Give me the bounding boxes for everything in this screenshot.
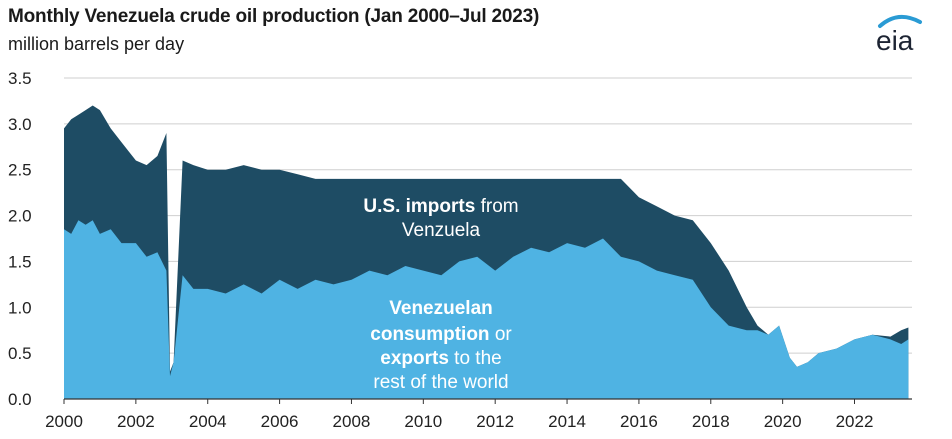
y-tick-1.0: 1.0 bbox=[8, 298, 32, 317]
consumption-label-line4: rest of the world bbox=[373, 372, 508, 393]
consumption-label-line2: consumption or bbox=[370, 324, 512, 345]
y-axis-label: million barrels per day bbox=[8, 34, 185, 54]
y-tick-3.0: 3.0 bbox=[8, 115, 32, 134]
x-tick-2022: 2022 bbox=[836, 412, 874, 431]
consumption-label-line3-bold: exports bbox=[380, 348, 449, 369]
imports-label-line1: U.S. imports from bbox=[363, 196, 518, 217]
x-tick-2012: 2012 bbox=[476, 412, 514, 431]
consumption-label-line3-normal: to the bbox=[449, 348, 502, 369]
consumption-label-line2-bold: consumption bbox=[370, 324, 489, 345]
chart-title: Monthly Venezuela crude oil production (… bbox=[8, 6, 540, 27]
y-tick-1.5: 1.5 bbox=[8, 252, 32, 271]
logo-text: eia bbox=[876, 25, 914, 54]
x-tick-2004: 2004 bbox=[189, 412, 227, 431]
y-tick-2.5: 2.5 bbox=[8, 161, 32, 180]
x-tick-2014: 2014 bbox=[548, 412, 586, 431]
consumption-label-line1: Venezuelan bbox=[389, 298, 493, 319]
x-tick-2002: 2002 bbox=[117, 412, 155, 431]
y-tick-2.0: 2.0 bbox=[8, 207, 32, 226]
x-tick-2010: 2010 bbox=[404, 412, 442, 431]
annotations: U.S. imports from Venzuela Venezuelan co… bbox=[363, 196, 518, 393]
x-tick-2008: 2008 bbox=[333, 412, 371, 431]
consumption-label-line2-normal: or bbox=[490, 324, 513, 345]
y-tick-0.0: 0.0 bbox=[8, 390, 32, 409]
imports-label-normal: from bbox=[475, 196, 518, 217]
x-tick-labels: 2000 2002 2004 2006 2008 2010 2012 2014 2016 2018… bbox=[45, 412, 873, 431]
x-tick-2018: 2018 bbox=[692, 412, 730, 431]
y-tick-3.5: 3.5 bbox=[8, 69, 32, 88]
x-tick-2006: 2006 bbox=[261, 412, 299, 431]
imports-label-line2: Venzuela bbox=[402, 220, 481, 241]
x-tick-2020: 2020 bbox=[764, 412, 802, 431]
consumption-exports-area bbox=[64, 220, 909, 399]
eia-logo: eia bbox=[876, 14, 922, 54]
series-areas bbox=[64, 105, 909, 399]
x-tick-2016: 2016 bbox=[620, 412, 658, 431]
logo-arc-icon bbox=[878, 14, 922, 28]
imports-label-bold: U.S. imports bbox=[363, 196, 475, 217]
y-tick-labels: 3.5 3.0 2.5 2.0 1.5 1.0 0.5 0.0 bbox=[8, 69, 32, 409]
axes bbox=[63, 398, 912, 404]
y-tick-0.5: 0.5 bbox=[8, 344, 32, 363]
consumption-label-line3: exports to the bbox=[380, 348, 501, 369]
x-tick-2000: 2000 bbox=[45, 412, 83, 431]
